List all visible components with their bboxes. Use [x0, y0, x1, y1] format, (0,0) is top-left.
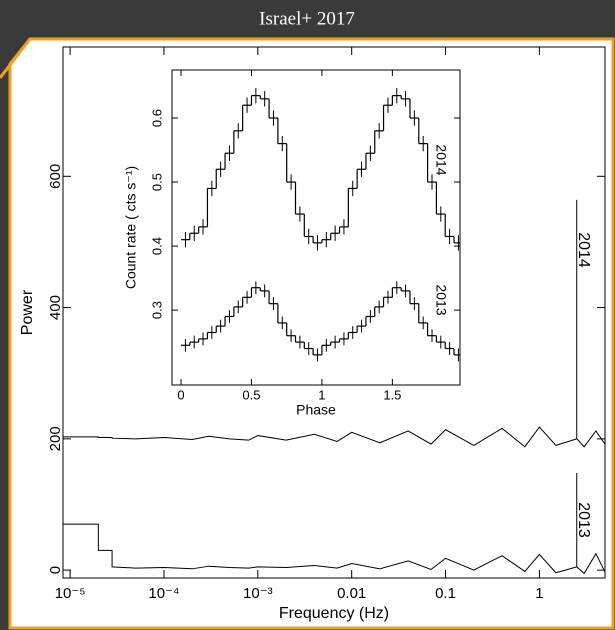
- y-tick-label: 200: [47, 426, 64, 451]
- y-axis-label: Power: [19, 289, 36, 335]
- series-label: 2014: [575, 232, 592, 268]
- y-tick-label: 0.6: [149, 109, 164, 127]
- inset-chart: 0 0.5 1 1.5 0.3 0.4 0.5 0.6 Count rate ( cts s⁻¹…: [123, 69, 461, 418]
- x-tick-label: 10⁻³: [243, 585, 273, 602]
- x-tick-label: 0.01: [337, 585, 366, 602]
- frame-corner: [0, 38, 32, 79]
- plot-data: [63, 199, 605, 575]
- x-axis-label: Phase: [296, 402, 336, 418]
- plot-area: [171, 69, 461, 386]
- y-tick-label: 600: [47, 164, 64, 189]
- y-axis-label: Count rate ( cts s⁻¹): [123, 166, 139, 289]
- x-tick-label: 10⁻⁴: [148, 585, 179, 602]
- y-tick-label: 0.5: [149, 173, 164, 191]
- y-tick-label: 0.4: [149, 237, 164, 255]
- slide-title: Israel+ 2017: [259, 8, 355, 29]
- spectrum-line: [63, 472, 605, 575]
- y-tick-label: 0.3: [149, 301, 164, 319]
- series-label: 2013: [433, 284, 449, 315]
- plot-data: [181, 87, 460, 362]
- y-tick-label: 400: [47, 295, 64, 320]
- spectrum-line: [63, 199, 605, 448]
- x-tick-label: 1.5: [383, 387, 401, 402]
- x-axis-label: Frequency (Hz): [279, 605, 389, 622]
- x-tick-label: 1: [318, 387, 325, 402]
- series-label: 2014: [433, 144, 449, 175]
- y-tick-label: 0: [47, 566, 64, 574]
- x-tick-label: 0.1: [435, 585, 456, 602]
- x-tick-label: 10⁻⁵: [55, 585, 86, 602]
- x-tick-label: 0.5: [242, 387, 260, 402]
- x-tick-label: 1: [535, 585, 543, 602]
- x-tick-label: 0: [177, 387, 184, 402]
- series-label: 2013: [575, 502, 592, 538]
